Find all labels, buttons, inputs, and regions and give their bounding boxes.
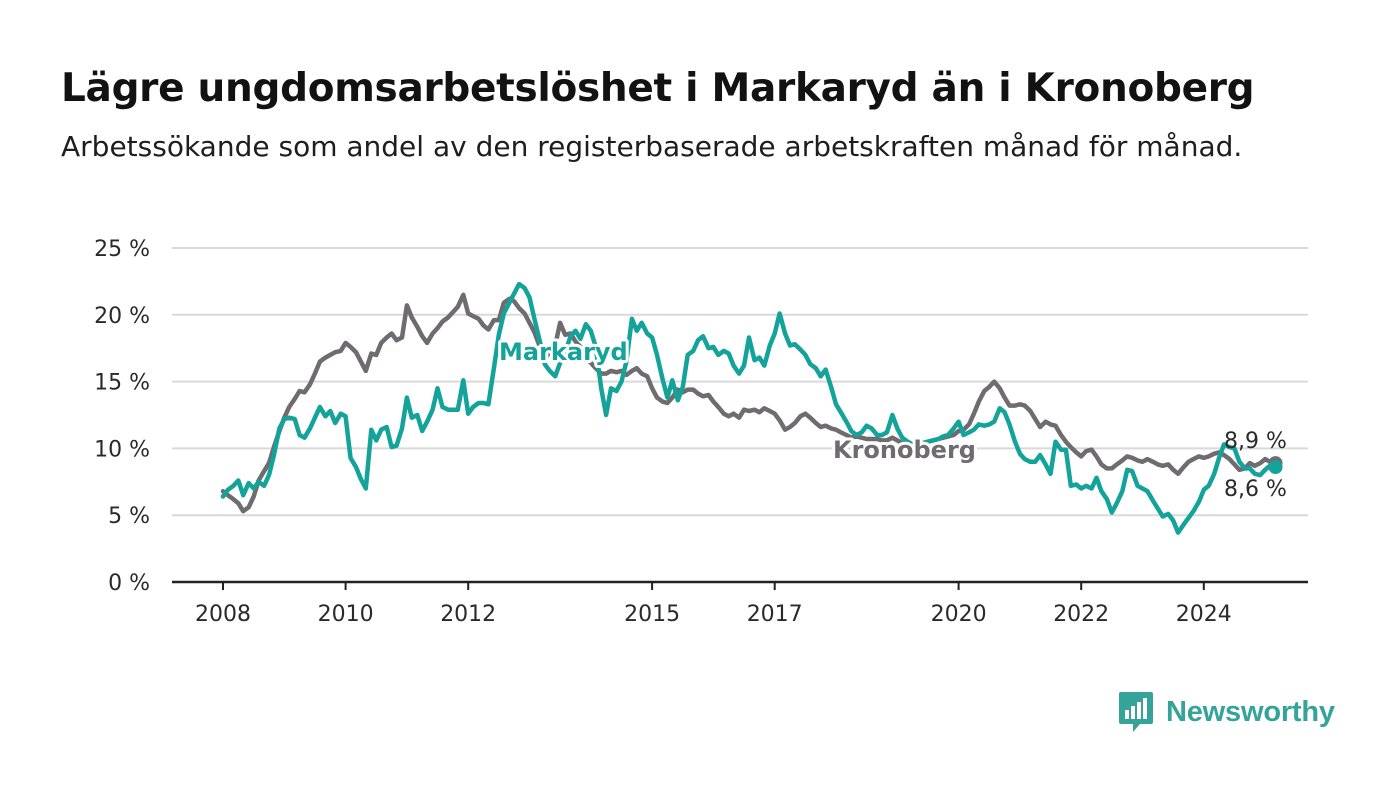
- gridlines: [172, 247, 1308, 517]
- y-tick-label: 20 %: [94, 304, 150, 329]
- y-axis-tick-labels: 0 % 5 % 10 % 15 % 20 % 25 %: [94, 237, 150, 596]
- series-lines: [220, 281, 1278, 535]
- y-tick-label: 0 %: [108, 571, 150, 596]
- bar-chart-speech-bubble-icon: [1119, 692, 1153, 732]
- newsworthy-brand: Newsworthy: [1118, 690, 1335, 734]
- y-tick-label: 15 %: [94, 371, 150, 396]
- x-tick-label: 2010: [318, 602, 374, 627]
- series-line-markaryd: [220, 281, 1278, 535]
- x-tick-label: 2020: [931, 602, 987, 627]
- x-tick-label: 2024: [1176, 602, 1232, 627]
- series-label-markaryd: Markaryd: [499, 338, 628, 366]
- x-tick-label: 2008: [195, 602, 251, 627]
- end-value-markers: 8,9 % 8,6 %: [1224, 429, 1287, 502]
- y-tick-label: 10 %: [94, 437, 150, 462]
- x-tick-label: 2022: [1053, 602, 1109, 627]
- kronoberg-end-value: 8,9 %: [1224, 429, 1287, 454]
- series-line-kronoberg: [220, 292, 1278, 514]
- x-tick-label: 2012: [440, 602, 496, 627]
- y-tick-label: 5 %: [108, 504, 150, 529]
- x-tick-label: 2015: [624, 602, 680, 627]
- x-axis: 2008 2010 2012 2015 2017 2020 2022 2024: [172, 580, 1308, 627]
- y-tick-label: 25 %: [94, 237, 150, 262]
- chart-subtitle: Arbetssökande som andel av den registerb…: [61, 130, 1243, 163]
- series-labels: Markaryd Kronoberg: [496, 335, 979, 467]
- markaryd-end-marker: [1268, 460, 1283, 475]
- markaryd-end-value: 8,6 %: [1224, 477, 1287, 502]
- brand-name: Newsworthy: [1166, 695, 1335, 728]
- series-label-kronoberg: Kronoberg: [833, 436, 976, 464]
- x-tick-label: 2017: [747, 602, 803, 627]
- chart-title: Lägre ungdomsarbetslöshet i Markaryd än …: [61, 66, 1255, 111]
